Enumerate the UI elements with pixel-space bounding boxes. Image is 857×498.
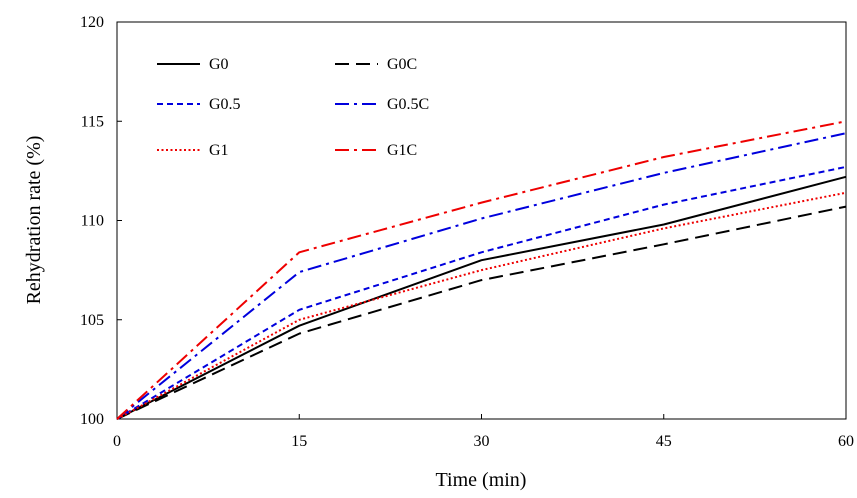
legend-label-g0: G0 — [209, 56, 229, 73]
x-tick-label: 60 — [838, 433, 854, 450]
series-line-g1c — [116, 120, 847, 420]
legend-label-g1c: G1C — [387, 142, 417, 159]
y-tick-label: 120 — [80, 14, 104, 31]
legend-label-g0c: G0C — [387, 56, 417, 73]
series-line-g0-5c — [116, 132, 847, 420]
series-lines — [116, 120, 847, 420]
plot-area-frame — [116, 21, 847, 420]
y-tick-label: 100 — [80, 411, 104, 428]
y-axis-ticks: 100 105 110 115 120 — [80, 14, 122, 428]
legend-label-g0-5: G0.5 — [209, 96, 241, 113]
x-tick-label: 45 — [656, 433, 672, 450]
x-axis-ticks: 0 15 30 45 60 — [113, 414, 854, 450]
series-line-g0 — [116, 175, 847, 420]
series-line-g0c — [116, 205, 847, 420]
x-axis-label: Time (min) — [436, 469, 527, 491]
x-tick-label: 15 — [291, 433, 307, 450]
legend: G0 G0C G0.5 G0.5C G1 G1C — [157, 56, 429, 159]
series-line-g0-5 — [116, 165, 847, 420]
legend-label-g0-5c: G0.5C — [387, 96, 429, 113]
y-tick-label: 110 — [81, 213, 104, 230]
y-tick-label: 115 — [81, 113, 104, 130]
series-line-g1 — [116, 191, 847, 420]
y-axis-label: Rehydration rate (%) — [23, 136, 45, 305]
legend-label-g1: G1 — [209, 142, 229, 159]
x-tick-label: 0 — [113, 433, 121, 450]
x-tick-label: 30 — [474, 433, 490, 450]
y-tick-label: 105 — [80, 312, 104, 329]
